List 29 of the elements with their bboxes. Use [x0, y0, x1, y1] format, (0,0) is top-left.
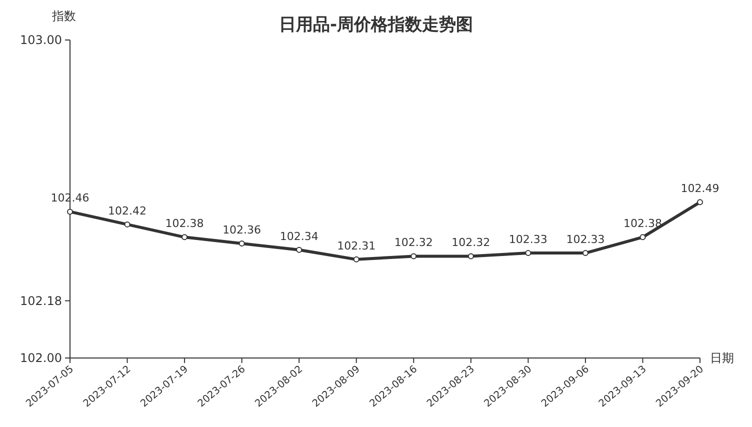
y-tick-label: 103.00: [20, 33, 62, 47]
data-label: 102.42: [108, 204, 147, 218]
data-label: 102.36: [222, 224, 262, 237]
data-label: 102.32: [394, 236, 433, 250]
point: [582, 250, 588, 256]
x-axis-title: 日期: [710, 351, 734, 365]
point: [296, 246, 302, 253]
point: [353, 256, 360, 262]
data-label: 102.33: [508, 233, 548, 246]
data-label: 102.32: [452, 236, 490, 250]
data-label: 102.31: [337, 239, 376, 252]
y-tick-label: 102.00: [20, 351, 62, 365]
data-label: 102.34: [280, 230, 318, 243]
data-label: 102.38: [623, 217, 662, 230]
point: [238, 240, 245, 247]
point: [697, 199, 703, 206]
chart-title: 日用品-周价格指数走势图: [278, 15, 474, 35]
point: [525, 250, 532, 256]
point: [640, 234, 646, 240]
point: [67, 208, 73, 215]
point: [468, 253, 474, 260]
data-label: 102.38: [165, 217, 204, 230]
data-label: 102.33: [566, 233, 605, 246]
y-tick-label: 102.18: [20, 294, 62, 308]
data-label: 102.49: [680, 182, 720, 196]
y-axis-title: 指数: [51, 9, 76, 23]
point: [124, 221, 130, 228]
point: [410, 253, 417, 260]
point: [182, 234, 188, 240]
